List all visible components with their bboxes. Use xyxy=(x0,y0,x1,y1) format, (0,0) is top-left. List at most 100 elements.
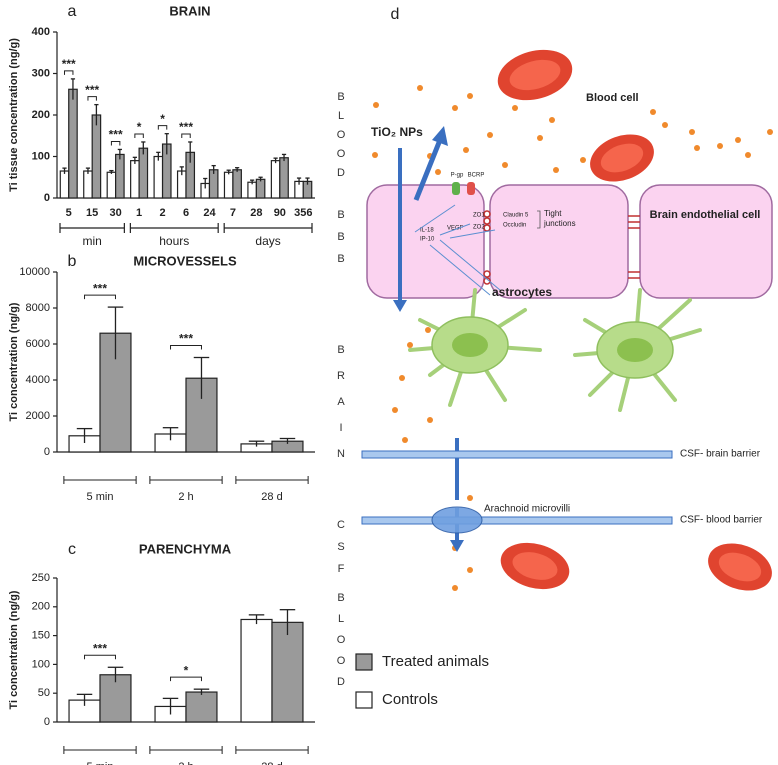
claudin-label: Claudin 5 xyxy=(503,213,529,219)
y-tick-label: 0 xyxy=(44,716,50,728)
y-tick-label: 0 xyxy=(44,446,50,458)
category-bracket xyxy=(149,476,223,484)
group-label: days xyxy=(255,234,280,248)
y-tick-label: 200 xyxy=(32,109,50,121)
astrocytes-label: astrocytes xyxy=(492,285,552,299)
y-tick-label: 50 xyxy=(38,687,50,699)
y-axis-label: Ti concentration (ng/g) xyxy=(8,590,20,709)
bar-group xyxy=(271,437,304,453)
y-tick-label: 100 xyxy=(32,150,50,162)
bar xyxy=(271,621,304,723)
y-tick-label: 100 xyxy=(32,658,50,670)
significance-bracket xyxy=(84,294,116,300)
side-letter: O xyxy=(337,148,346,160)
side-letter: A xyxy=(337,396,345,408)
x-tick-label: 7 xyxy=(230,207,236,219)
y-tick-label: 4000 xyxy=(26,374,50,386)
bar-group xyxy=(153,151,164,199)
category-bracket xyxy=(63,476,137,484)
arachnoid-label: Arachnoid microvilli xyxy=(484,504,570,515)
x-tick-label: 30 xyxy=(110,207,122,219)
bar xyxy=(153,155,164,199)
x-tick-label: 2 h xyxy=(178,491,193,503)
panel-label: b xyxy=(68,253,77,270)
endothelial-cells xyxy=(366,182,773,299)
y-tick-label: 150 xyxy=(32,630,50,642)
bar-group xyxy=(208,164,219,199)
side-letter: N xyxy=(337,448,345,460)
bar-group xyxy=(294,177,304,199)
significance-label: *** xyxy=(93,281,107,295)
side-letter: L xyxy=(338,110,344,122)
y-tick-label: 400 xyxy=(32,26,50,38)
side-letter: B xyxy=(337,231,344,243)
side-letter: B xyxy=(337,592,344,604)
side-letter: B xyxy=(337,91,344,103)
y-tick-label: 8000 xyxy=(26,302,50,314)
bar-group xyxy=(99,306,132,453)
side-letter: O xyxy=(337,129,346,141)
endothelial-label: Brain endothelial cell xyxy=(650,209,761,221)
bar-group xyxy=(83,167,93,199)
bar-group xyxy=(279,153,289,199)
side-letter: S xyxy=(337,541,344,553)
category-bracket xyxy=(63,746,137,754)
category-bracket xyxy=(149,746,223,754)
bar xyxy=(232,169,242,199)
bar-group xyxy=(270,157,281,199)
bar-group xyxy=(271,609,304,723)
bar-group xyxy=(176,166,187,199)
bar-group xyxy=(59,167,70,199)
barrier xyxy=(361,450,673,459)
bar-group xyxy=(185,688,218,723)
side-letter: F xyxy=(338,563,345,575)
x-tick-label: 5 min xyxy=(87,491,114,503)
side-letter: D xyxy=(337,676,345,688)
legend-label: Controls xyxy=(382,691,438,708)
bar-group xyxy=(200,177,211,199)
bar-group xyxy=(115,148,125,199)
bar xyxy=(115,153,125,199)
chart-title: BRAIN xyxy=(169,3,210,18)
category-bracket xyxy=(235,476,309,484)
bar-group xyxy=(223,169,234,199)
bar xyxy=(279,157,289,199)
bar-group xyxy=(185,141,196,199)
significance-bracket xyxy=(87,96,97,101)
side-letter: D xyxy=(337,167,345,179)
x-tick-label: 15 xyxy=(86,207,98,219)
bar xyxy=(91,114,102,199)
legend-swatch xyxy=(355,653,373,671)
bar-group xyxy=(68,78,78,199)
bar xyxy=(106,171,117,199)
zo2-label: ZO2 xyxy=(473,225,485,231)
bar-group xyxy=(138,141,149,199)
significance-label: *** xyxy=(62,57,76,71)
tight-junctions-label: junctions xyxy=(543,219,576,228)
bcrp-label: BCRP xyxy=(468,173,485,179)
bar-group xyxy=(99,666,132,723)
zo1-label: ZO1 xyxy=(473,213,485,219)
bar-group xyxy=(302,177,313,199)
bar xyxy=(223,171,234,199)
significance-bracket xyxy=(110,140,121,146)
x-tick-label: 28 d xyxy=(261,491,282,503)
significance-label: *** xyxy=(93,641,107,655)
significance-label: * xyxy=(184,663,189,677)
y-tick-label: 10000 xyxy=(19,266,50,278)
nps-label: TiO₂ NPs xyxy=(371,125,423,139)
blood-cell-icon xyxy=(497,49,772,591)
significance-bracket xyxy=(64,70,74,75)
tight-junctions-label: Tight xyxy=(544,209,562,218)
bar-group xyxy=(154,427,187,453)
csf-blood-barrier-label: CSF- blood barrier xyxy=(680,515,763,526)
significance-bracket xyxy=(181,133,191,138)
x-tick-label: 356 xyxy=(294,207,312,219)
significance-bracket xyxy=(134,133,144,138)
y-tick-label: 250 xyxy=(32,572,50,584)
bar-group xyxy=(68,427,101,453)
group-label: min xyxy=(83,234,102,248)
bar xyxy=(208,169,219,199)
bar xyxy=(255,178,266,199)
